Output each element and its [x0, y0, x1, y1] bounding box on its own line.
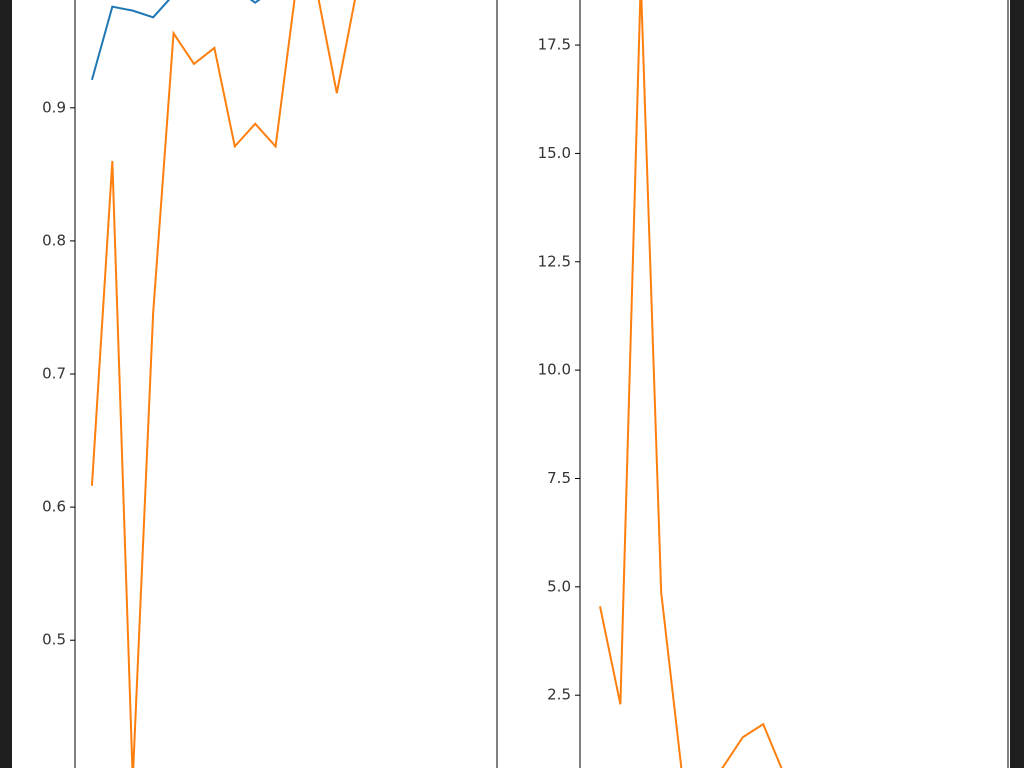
y-tick-label: 7.5	[547, 469, 571, 487]
y-tick-label: 12.5	[538, 252, 571, 270]
y-tick-label: 0.5	[42, 631, 66, 649]
series-line	[599, 0, 783, 768]
y-tick-label: 2.5	[547, 686, 571, 704]
y-tick-label: 0.8	[42, 231, 66, 249]
plot-area	[579, 0, 1009, 768]
y-tick-label: 15.0	[538, 144, 571, 162]
y-tick-label: 5.0	[547, 577, 571, 595]
y-tick-label: 0.7	[42, 365, 66, 383]
series-line	[90, 0, 261, 81]
y-tick-label: 10.0	[538, 361, 571, 379]
y-tick-label: 0.6	[42, 498, 66, 516]
plot-area	[74, 0, 498, 768]
y-tick-label: 17.5	[538, 36, 571, 54]
series-line	[90, 0, 356, 768]
y-tick-label: 0.9	[42, 98, 66, 116]
